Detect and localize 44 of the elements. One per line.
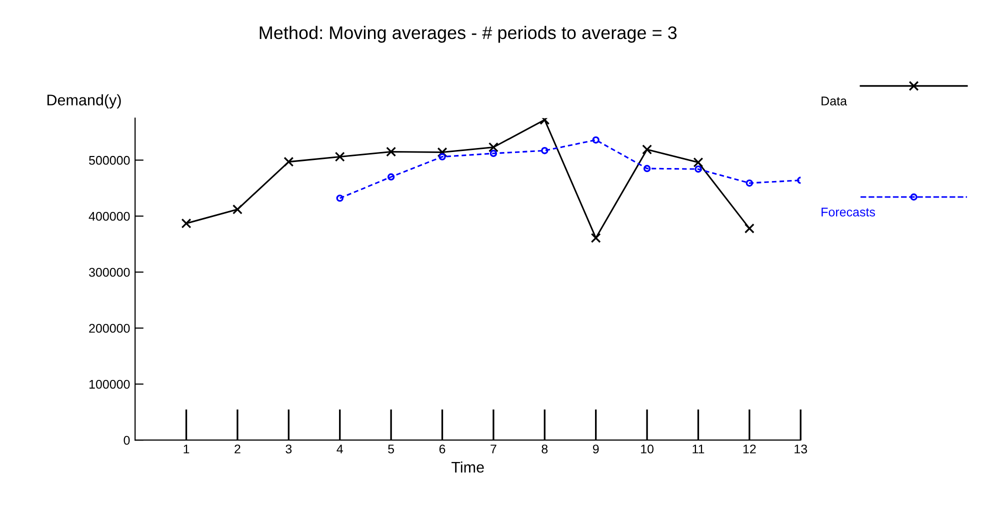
point (438, 153, 446, 160)
point (643, 164, 651, 172)
point (693, 157, 704, 168)
point (746, 179, 754, 187)
y-tick-label: 300000 (88, 268, 130, 277)
point (232, 204, 242, 214)
point (437, 147, 448, 158)
point (488, 142, 498, 152)
x-tick-label: 1 (184, 444, 190, 454)
x-tick-label: 12 (743, 444, 756, 454)
x-tick-label: 9 (592, 444, 599, 454)
x-tick-label: 13 (794, 444, 808, 454)
point (284, 156, 294, 167)
point (541, 146, 548, 154)
point (387, 173, 395, 181)
point (336, 194, 344, 202)
text: Data (822, 96, 847, 106)
x-tick-label: 3 (286, 444, 292, 454)
point (590, 232, 601, 243)
point (592, 136, 600, 144)
x-tick-label: 10 (641, 444, 654, 454)
x-axis-title: Time (452, 461, 484, 473)
y-tick-label: 200000 (89, 324, 130, 333)
point (694, 165, 702, 173)
point (181, 218, 192, 228)
y-tick-label: 0 (124, 436, 130, 445)
text: Forecasts (822, 208, 876, 216)
x-tick-label: 4 (336, 444, 343, 454)
y-tick-label: 100000 (89, 380, 130, 389)
y-axis-title: Demand(y) (47, 94, 121, 108)
point (744, 223, 754, 234)
chart-title: Method: Moving averages - # periods to average = 3 (260, 26, 677, 43)
point (386, 146, 396, 157)
x-tick-label: 7 (490, 444, 496, 454)
x-tick-label: 5 (388, 444, 394, 454)
x-tick-label: 2 (234, 444, 240, 454)
x-tick-label: 11 (692, 444, 704, 454)
y-tick-label: 400000 (88, 212, 130, 221)
y-tick-label: 500000 (89, 156, 130, 165)
point (490, 150, 498, 158)
x-tick-label: 6 (439, 444, 446, 454)
point (642, 144, 652, 154)
x-tick-label: 8 (542, 444, 548, 454)
point (334, 152, 345, 162)
